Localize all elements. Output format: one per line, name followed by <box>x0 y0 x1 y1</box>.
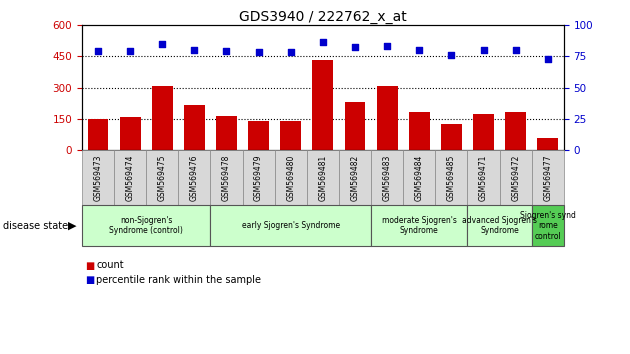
Bar <box>312 61 333 150</box>
Text: GSM569473: GSM569473 <box>93 155 103 201</box>
Bar <box>345 102 365 150</box>
Text: GSM569477: GSM569477 <box>543 155 553 201</box>
Point <box>158 41 168 46</box>
Text: disease state: disease state <box>3 221 68 231</box>
Text: GSM569483: GSM569483 <box>382 155 392 201</box>
Point <box>479 47 489 53</box>
Text: GSM569472: GSM569472 <box>511 155 520 201</box>
Text: ■: ■ <box>85 275 94 285</box>
Text: GSM569475: GSM569475 <box>158 155 167 201</box>
Text: GSM569484: GSM569484 <box>415 155 424 201</box>
Title: GDS3940 / 222762_x_at: GDS3940 / 222762_x_at <box>239 10 407 24</box>
Bar <box>280 121 301 150</box>
Point <box>125 48 135 54</box>
Bar <box>88 119 108 150</box>
Bar <box>409 112 430 150</box>
Text: non-Sjogren's
Syndrome (control): non-Sjogren's Syndrome (control) <box>109 216 183 235</box>
Text: GSM569481: GSM569481 <box>318 155 328 201</box>
Text: GSM569474: GSM569474 <box>125 155 135 201</box>
Point <box>382 43 392 49</box>
Point <box>222 48 232 54</box>
Text: GSM569482: GSM569482 <box>350 155 360 201</box>
Text: percentile rank within the sample: percentile rank within the sample <box>96 275 261 285</box>
Bar <box>377 86 398 150</box>
Text: GSM569479: GSM569479 <box>254 155 263 201</box>
Point <box>286 50 296 55</box>
Text: GSM569480: GSM569480 <box>286 155 295 201</box>
Point <box>253 50 264 55</box>
Text: advanced Sjogren's
Syndrome: advanced Sjogren's Syndrome <box>462 216 537 235</box>
Point <box>318 40 328 45</box>
Text: ▶: ▶ <box>69 221 77 231</box>
Point <box>447 52 457 58</box>
Text: early Sjogren's Syndrome: early Sjogren's Syndrome <box>242 221 340 230</box>
Text: Sjogren's synd
rome
control: Sjogren's synd rome control <box>520 211 576 241</box>
Point <box>350 45 360 50</box>
Text: GSM569478: GSM569478 <box>222 155 231 201</box>
Bar <box>537 138 558 150</box>
Bar <box>248 121 269 150</box>
Bar <box>120 117 140 150</box>
Text: GSM569485: GSM569485 <box>447 155 456 201</box>
Bar <box>505 112 526 150</box>
Point <box>93 48 103 54</box>
Bar <box>184 105 205 150</box>
Text: count: count <box>96 261 124 270</box>
Bar <box>216 116 237 150</box>
Text: GSM569476: GSM569476 <box>190 155 199 201</box>
Point <box>511 47 521 53</box>
Bar <box>441 124 462 150</box>
Point <box>415 47 425 53</box>
Text: moderate Sjogren's
Syndrome: moderate Sjogren's Syndrome <box>382 216 457 235</box>
Text: GSM569471: GSM569471 <box>479 155 488 201</box>
Text: ■: ■ <box>85 261 94 270</box>
Bar <box>152 86 173 150</box>
Point <box>190 47 200 53</box>
Bar <box>473 114 494 150</box>
Point <box>543 56 553 62</box>
